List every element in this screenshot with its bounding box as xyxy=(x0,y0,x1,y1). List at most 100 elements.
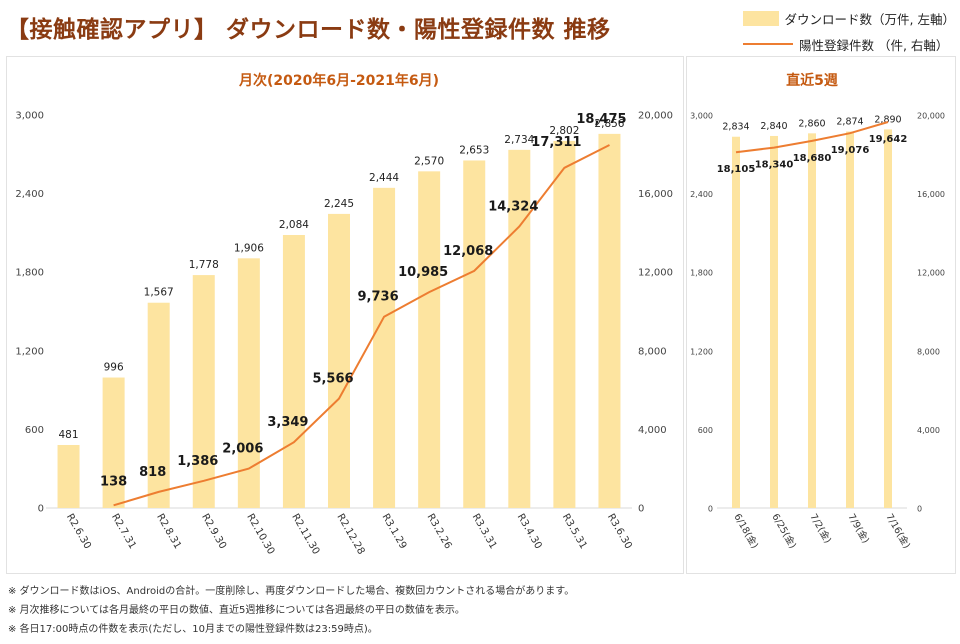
x-tick-label: R2.8.31 xyxy=(154,512,183,551)
line-data-label: 818 xyxy=(139,465,166,480)
y-right-tick-label: 0 xyxy=(917,505,922,514)
chart-legend: ダウンロード数（万件, 左軸） 陽性登録件数 （件, 右軸） xyxy=(743,8,955,60)
y-left-tick-label: 1,800 xyxy=(15,268,44,279)
line-data-label: 10,985 xyxy=(398,265,448,280)
x-tick-label: R2.12.28 xyxy=(334,512,366,557)
bar-data-label: 2,874 xyxy=(836,117,863,128)
bar-data-label: 2,084 xyxy=(279,219,309,231)
bar xyxy=(282,234,305,508)
x-tick-label: R3.2.26 xyxy=(425,512,454,551)
bar-data-label: 2,245 xyxy=(324,198,354,210)
bar-data-label: 2,802 xyxy=(549,125,579,137)
bar-data-label: 1,567 xyxy=(144,287,174,299)
y-right-tick-label: 20,000 xyxy=(917,112,945,121)
y-left-tick-label: 2,400 xyxy=(15,189,44,200)
x-tick-label: R2.11.30 xyxy=(289,512,321,557)
line-data-label: 12,068 xyxy=(443,244,493,259)
bar-data-label: 996 xyxy=(104,362,124,374)
bar xyxy=(508,149,531,508)
bar xyxy=(553,140,576,509)
x-tick-label: 6/18(金) xyxy=(731,512,761,551)
y-right-tick-label: 12,000 xyxy=(917,269,945,278)
bar xyxy=(57,444,80,508)
line-data-label: 9,736 xyxy=(358,290,399,305)
legend-swatch-line xyxy=(743,43,793,45)
footnote: ※ 月次推移については各月最終の平日の数値、直近5週推移については各週最終の平日… xyxy=(8,605,465,616)
bar-data-label: 2,860 xyxy=(798,118,825,129)
y-left-tick-label: 0 xyxy=(38,504,44,515)
bar-data-label: 2,653 xyxy=(459,144,489,156)
x-tick-label: R3.5.31 xyxy=(560,512,589,551)
line-data-label: 19,076 xyxy=(831,145,870,156)
line-data-label: 1,386 xyxy=(177,454,218,469)
y-left-tick-label: 1,200 xyxy=(15,346,44,357)
footnotes: ※ ダウンロード数はiOS、Androidの合計。一度削除し、再度ダウンロードし… xyxy=(8,582,574,639)
y-right-tick-label: 8,000 xyxy=(638,346,667,357)
x-tick-label: 7/9(金) xyxy=(845,512,871,546)
page-title: 【接触確認アプリ】 ダウンロード数・陽性登録件数 推移 xyxy=(6,17,611,43)
y-right-tick-label: 4,000 xyxy=(638,425,667,436)
y-right-tick-label: 12,000 xyxy=(638,268,673,279)
bar-data-label: 2,444 xyxy=(369,172,399,184)
legend-label-positives: 陽性登録件数 （件, 右軸） xyxy=(799,37,949,53)
legend-swatch-bar xyxy=(743,10,779,26)
series-line xyxy=(113,144,610,507)
x-tick-label: R2.10.30 xyxy=(244,512,276,557)
bar xyxy=(846,131,854,509)
x-tick-label: 6/25(金) xyxy=(769,512,799,551)
line-data-label: 14,324 xyxy=(488,200,538,215)
bar xyxy=(732,136,740,508)
bar xyxy=(192,275,215,508)
monthly-chart: 月次(2020年6月-2021年6月) 0 600 1,200 1,800 2,400 3,… xyxy=(15,72,673,557)
line-data-label: 18,680 xyxy=(793,153,832,164)
y-right-tick-label: 20,000 xyxy=(638,111,673,122)
bar xyxy=(770,135,778,508)
x-tick-label: R3.3.31 xyxy=(470,512,499,551)
bar-data-label: 2,734 xyxy=(504,134,534,146)
bar-data-label: 2,890 xyxy=(874,114,901,125)
y-left-tick-label: 2,400 xyxy=(690,190,713,199)
bar xyxy=(147,302,170,508)
y-right-tick-label: 4,000 xyxy=(917,426,940,435)
bar-data-label: 1,906 xyxy=(234,242,264,254)
weekly-chart-panel: 直近5週 0 600 1,200 1,800 2,400 3,000 0 4,000 8,000 1… xyxy=(686,56,956,574)
y-left-tick-label: 600 xyxy=(25,425,44,436)
bar xyxy=(418,171,441,508)
bar-data-label: 481 xyxy=(59,429,79,441)
bar-data-label: 2,570 xyxy=(414,155,444,167)
bar xyxy=(598,133,621,508)
legend-item-downloads: ダウンロード数（万件, 左軸） xyxy=(743,8,955,28)
bar-data-label: 2,840 xyxy=(760,121,787,132)
chart-title: 直近5週 xyxy=(786,72,838,89)
bar xyxy=(808,133,816,508)
x-tick-label: R2.9.30 xyxy=(199,512,228,551)
y-left-tick-label: 1,800 xyxy=(690,269,713,278)
line-data-label: 18,475 xyxy=(576,112,626,127)
bar-data-label: 2,856 xyxy=(594,118,624,130)
footnote: ※ 各日17:00時点の件数を表示(ただし、10月までの陽性登録件数は23:59… xyxy=(8,624,378,635)
x-tick-label: 7/2(金) xyxy=(807,512,833,546)
bar xyxy=(884,129,892,508)
x-tick-label: R3.4.30 xyxy=(515,512,544,551)
line-data-label: 19,642 xyxy=(869,134,908,145)
line-data-label: 3,349 xyxy=(267,415,308,430)
y-right-tick-label: 8,000 xyxy=(917,347,940,356)
line-data-label: 18,105 xyxy=(717,164,756,175)
x-tick-label: R3.6.30 xyxy=(605,512,634,551)
chart-title: 月次(2020年6月-2021年6月) xyxy=(238,72,439,89)
x-tick-label: R2.6.30 xyxy=(64,512,93,551)
bar-data-label: 1,778 xyxy=(189,259,219,271)
line-data-label: 138 xyxy=(100,474,127,489)
x-tick-label: R2.7.31 xyxy=(109,512,138,551)
y-left-tick-label: 0 xyxy=(708,505,713,514)
y-left-tick-label: 600 xyxy=(698,426,713,435)
x-tick-label: 7/16(金) xyxy=(883,512,913,551)
y-left-tick-label: 3,000 xyxy=(15,111,44,122)
y-right-tick-label: 16,000 xyxy=(917,190,945,199)
legend-label-downloads: ダウンロード数（万件, 左軸） xyxy=(784,11,955,27)
legend-item-positives: 陽性登録件数 （件, 右軸） xyxy=(743,34,955,54)
y-left-tick-label: 1,200 xyxy=(690,347,713,356)
y-right-tick-label: 0 xyxy=(638,504,644,515)
bar xyxy=(237,258,260,508)
line-data-label: 17,311 xyxy=(531,135,581,150)
